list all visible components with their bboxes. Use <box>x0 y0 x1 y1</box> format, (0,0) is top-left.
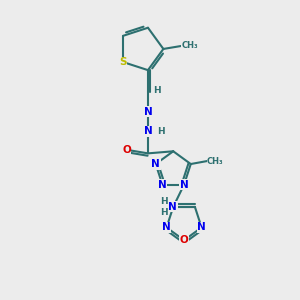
Text: H: H <box>160 208 168 217</box>
Text: N: N <box>197 223 206 232</box>
Text: N: N <box>144 126 152 136</box>
Text: N: N <box>151 159 160 169</box>
Text: N: N <box>144 107 152 117</box>
Text: N: N <box>158 180 167 190</box>
Text: CH₃: CH₃ <box>181 41 198 50</box>
Text: S: S <box>119 57 127 67</box>
Text: N: N <box>180 180 188 190</box>
Text: N: N <box>162 223 171 232</box>
Text: H: H <box>160 197 168 206</box>
Text: H: H <box>157 127 164 136</box>
Text: H: H <box>153 86 161 95</box>
Text: O: O <box>122 146 131 155</box>
Text: N: N <box>168 202 177 212</box>
Text: O: O <box>180 235 188 245</box>
Text: CH₃: CH₃ <box>207 157 224 166</box>
